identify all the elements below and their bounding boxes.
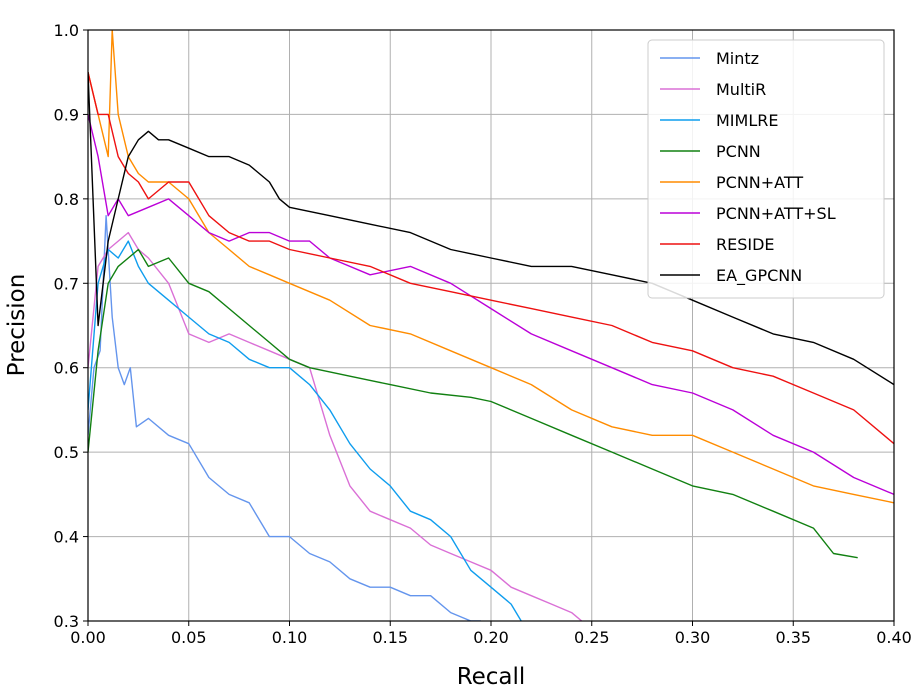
y-tick-label: 0.7 — [54, 274, 79, 293]
y-tick-label: 0.4 — [54, 528, 79, 547]
legend-items: Mintz MultiR MIMLRE PCNN PCNN+ATT PCNN+ATT+SL… — [660, 49, 836, 286]
x-tick-label: 0.20 — [473, 628, 509, 647]
legend-label: PCNN+ATT+SL — [716, 204, 836, 223]
x-tick-label: 0.15 — [372, 628, 408, 647]
legend: Mintz MultiR MIMLRE PCNN PCNN+ATT PCNN+ATT+SL… — [647, 39, 885, 299]
y-tick-label: 0.6 — [54, 359, 79, 378]
series-lines — [88, 30, 894, 621]
x-axis-ticks: 0.00 0.05 0.10 0.15 0.20 0.25 0.30 0.35 0.40 — [70, 621, 912, 647]
series-line-pcnn-att — [88, 30, 894, 504]
x-axis-label: Recall — [457, 664, 526, 690]
y-tick-label: 0.9 — [54, 105, 79, 124]
y-axis-label: Precision — [4, 274, 30, 377]
x-tick-label: 0.35 — [775, 628, 811, 647]
series-line-mintz — [88, 214, 481, 621]
y-tick-label: 0.3 — [54, 612, 79, 631]
y-tick-label: 0.8 — [54, 190, 79, 209]
legend-label: Mintz — [716, 49, 759, 68]
x-tick-label: 0.05 — [171, 628, 207, 647]
legend-label: EA_GPCNN — [716, 266, 802, 286]
series-line-reside — [88, 72, 894, 445]
legend-label: RESIDE — [716, 235, 775, 254]
x-tick-label: 0.25 — [574, 628, 610, 647]
y-axis-ticks: 0.3 0.4 0.5 0.6 0.7 0.8 0.9 1.0 — [54, 21, 88, 631]
x-tick-label: 0.40 — [876, 628, 912, 647]
legend-box — [647, 39, 885, 299]
legend-label: PCNN — [716, 142, 761, 161]
series-line-mimlre — [88, 240, 522, 621]
legend-label: MIMLRE — [716, 111, 778, 130]
x-tick-label: 0.10 — [272, 628, 308, 647]
x-tick-label: 0.30 — [675, 628, 711, 647]
legend-label: PCNN+ATT — [716, 173, 803, 192]
legend-label: MultiR — [716, 80, 766, 99]
series-line-ea-gpcnn — [88, 72, 894, 386]
y-tick-label: 0.5 — [54, 443, 79, 462]
y-tick-label: 1.0 — [54, 21, 79, 40]
series-line-pcnn — [88, 248, 858, 559]
x-tick-label: 0.00 — [70, 628, 106, 647]
